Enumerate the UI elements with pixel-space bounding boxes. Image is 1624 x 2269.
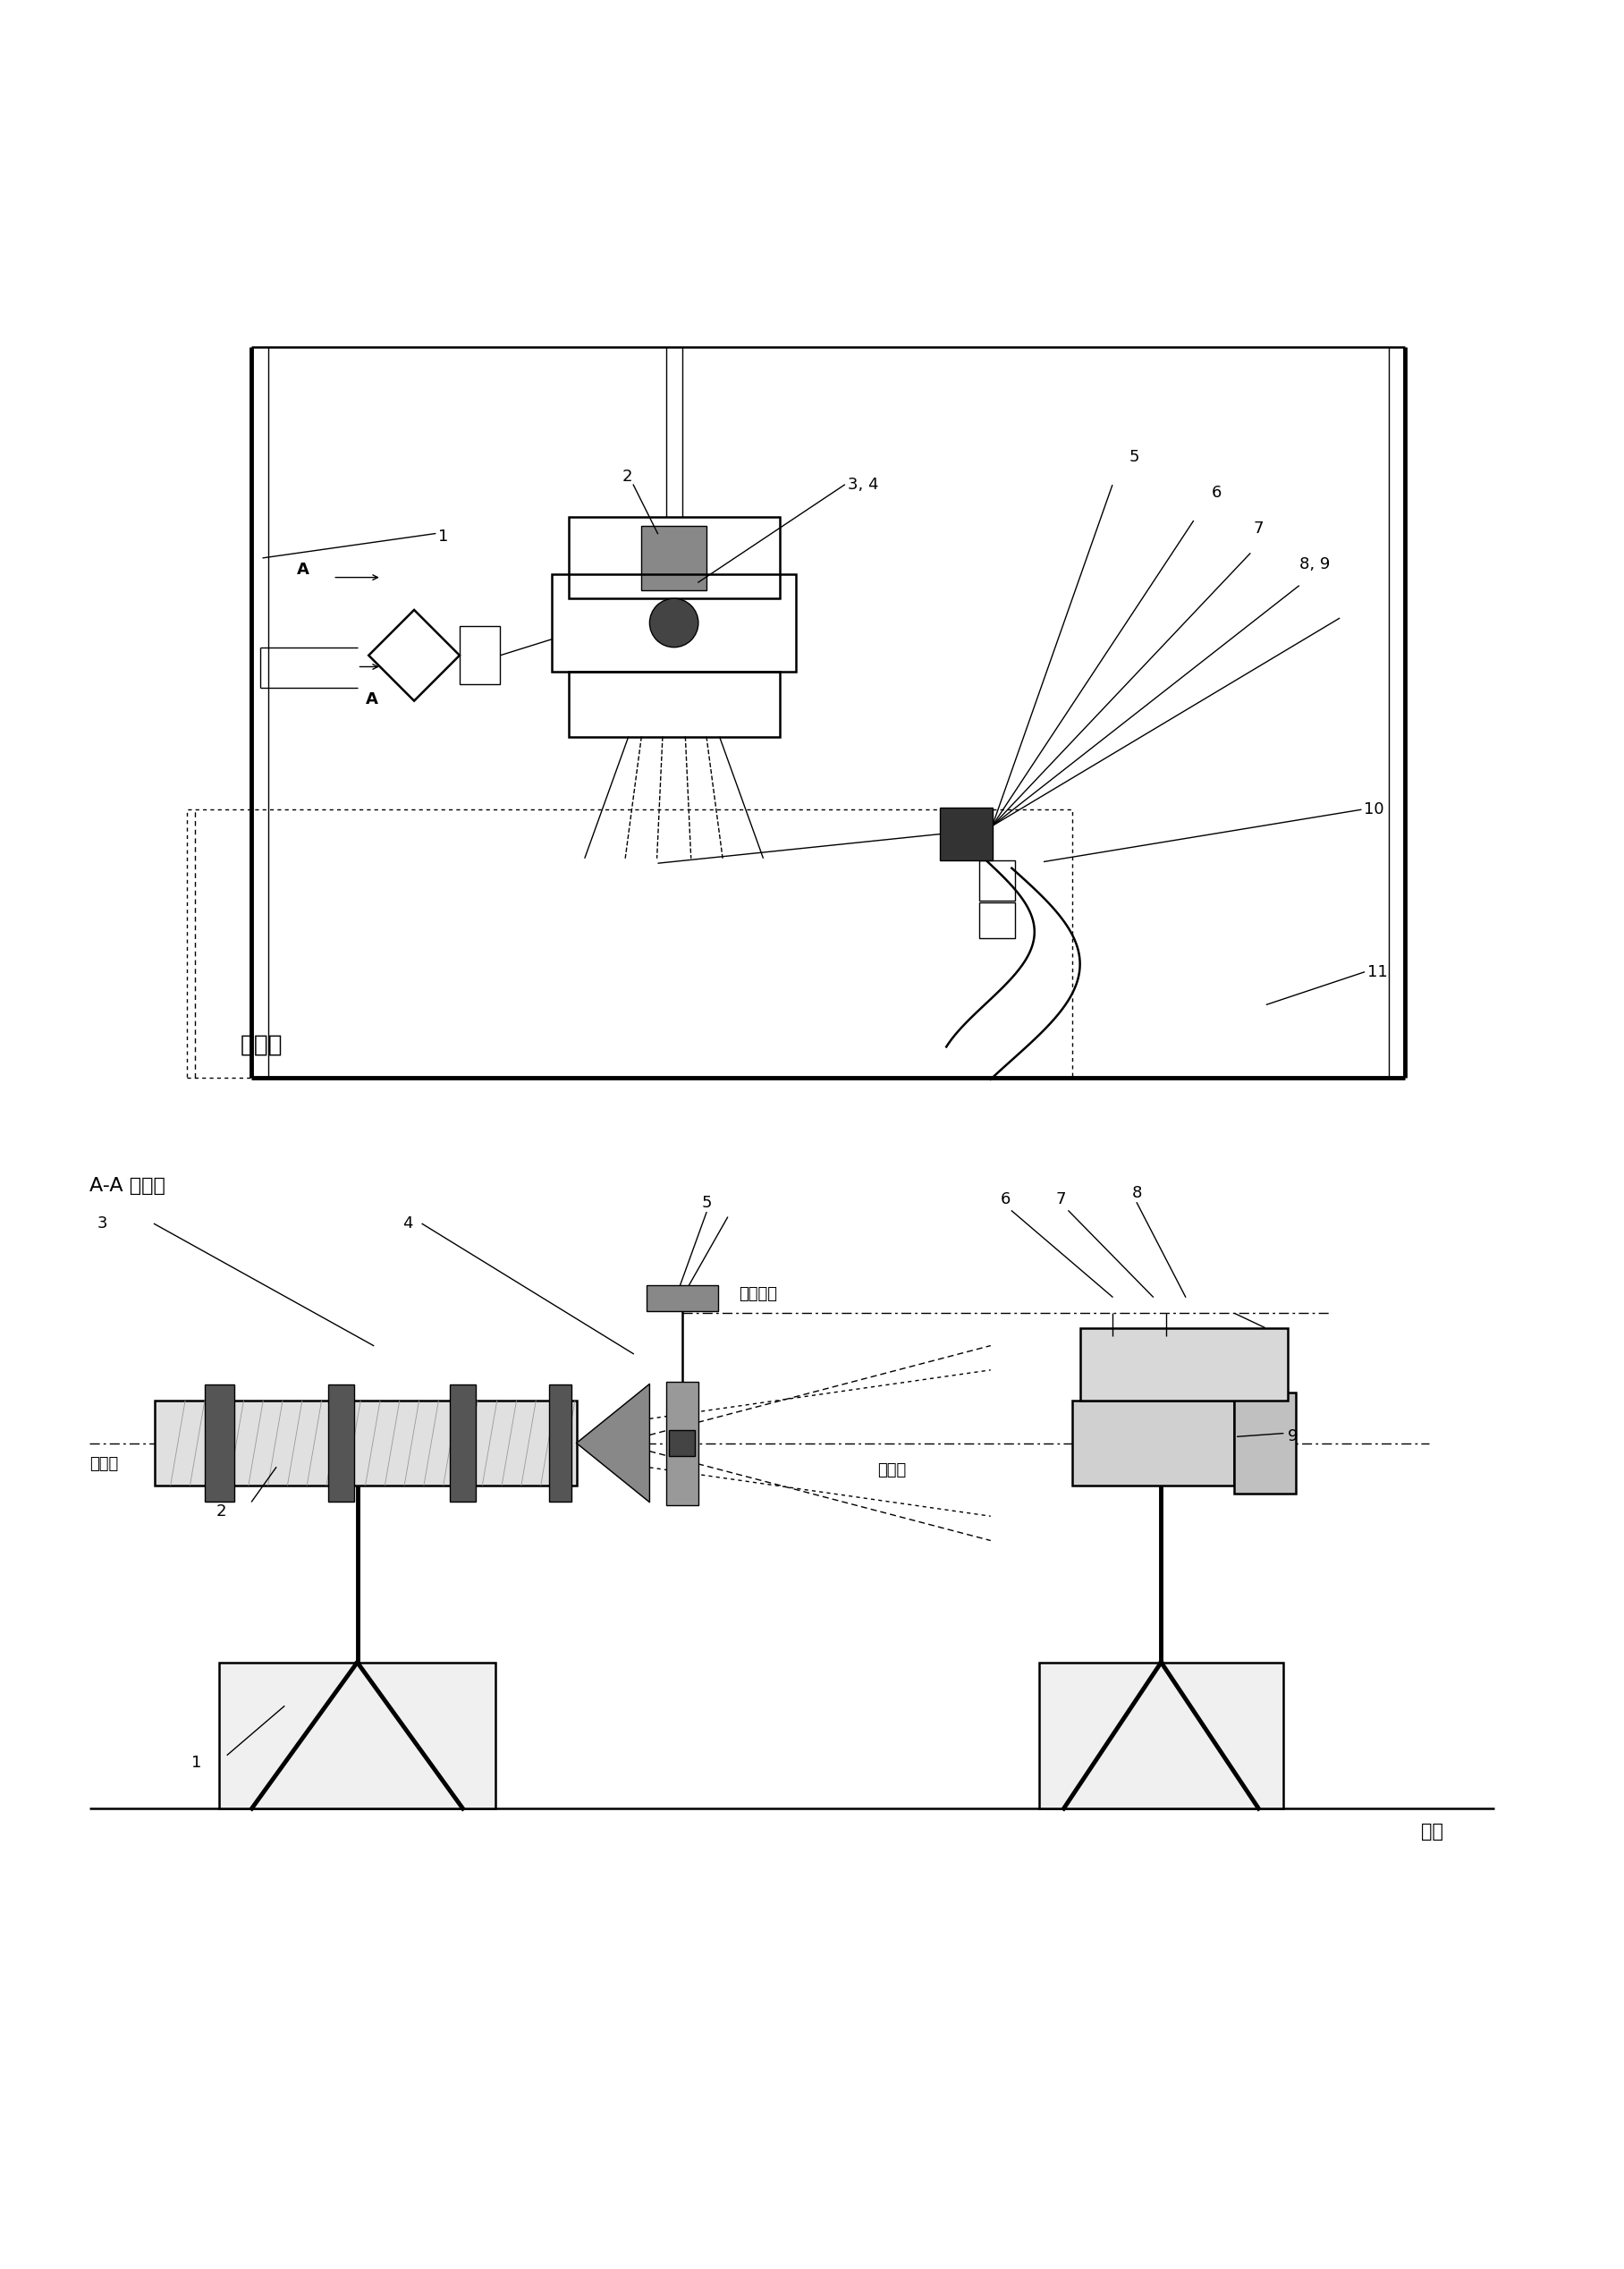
Text: 3, 4: 3, 4 xyxy=(848,476,879,492)
Text: 7: 7 xyxy=(1254,520,1263,538)
Bar xyxy=(205,1384,234,1502)
Bar xyxy=(979,860,1015,901)
Bar xyxy=(549,1384,572,1502)
Bar xyxy=(1234,1393,1296,1493)
Bar xyxy=(1072,1400,1234,1486)
Text: 2: 2 xyxy=(622,470,632,486)
Bar xyxy=(460,626,500,685)
Bar xyxy=(328,1384,354,1502)
Text: 11: 11 xyxy=(1367,964,1389,980)
Text: 参考光路: 参考光路 xyxy=(739,1287,778,1302)
Text: 5: 5 xyxy=(1129,449,1138,465)
Text: 1: 1 xyxy=(438,529,448,545)
Bar xyxy=(568,672,780,737)
Circle shape xyxy=(650,599,698,647)
Text: 隔离区: 隔离区 xyxy=(240,1032,283,1057)
Bar xyxy=(1080,1327,1288,1400)
Bar xyxy=(552,574,796,672)
Text: 1: 1 xyxy=(192,1756,201,1772)
Text: 8: 8 xyxy=(1132,1184,1142,1200)
Bar xyxy=(187,810,1072,1078)
Bar xyxy=(219,1663,495,1808)
Text: 7: 7 xyxy=(1056,1191,1065,1207)
Text: 3: 3 xyxy=(97,1216,107,1232)
Text: 10: 10 xyxy=(1364,801,1384,817)
Bar xyxy=(666,1382,698,1504)
Bar xyxy=(641,526,706,590)
Text: 8, 9: 8, 9 xyxy=(1299,556,1330,572)
Text: 5: 5 xyxy=(702,1196,711,1212)
Bar xyxy=(646,1287,718,1311)
Text: A: A xyxy=(297,560,310,576)
Bar xyxy=(450,1384,476,1502)
Bar xyxy=(568,517,780,599)
Bar xyxy=(154,1400,577,1486)
Text: 4: 4 xyxy=(403,1216,412,1232)
Bar xyxy=(669,1429,695,1457)
Text: 主光路: 主光路 xyxy=(877,1464,906,1479)
Text: 基准线: 基准线 xyxy=(89,1457,119,1473)
Text: 2: 2 xyxy=(216,1504,226,1520)
Text: 地面: 地面 xyxy=(1421,1822,1444,1840)
Text: 9: 9 xyxy=(1288,1429,1298,1445)
Text: A: A xyxy=(365,692,378,708)
Bar xyxy=(979,903,1015,937)
Bar xyxy=(940,808,992,860)
Bar xyxy=(252,347,1405,1078)
Text: 6: 6 xyxy=(1000,1191,1010,1207)
Text: A-A 向视图: A-A 向视图 xyxy=(89,1178,166,1193)
Polygon shape xyxy=(577,1384,650,1502)
Bar xyxy=(1039,1663,1283,1808)
Text: 6: 6 xyxy=(1212,486,1221,501)
